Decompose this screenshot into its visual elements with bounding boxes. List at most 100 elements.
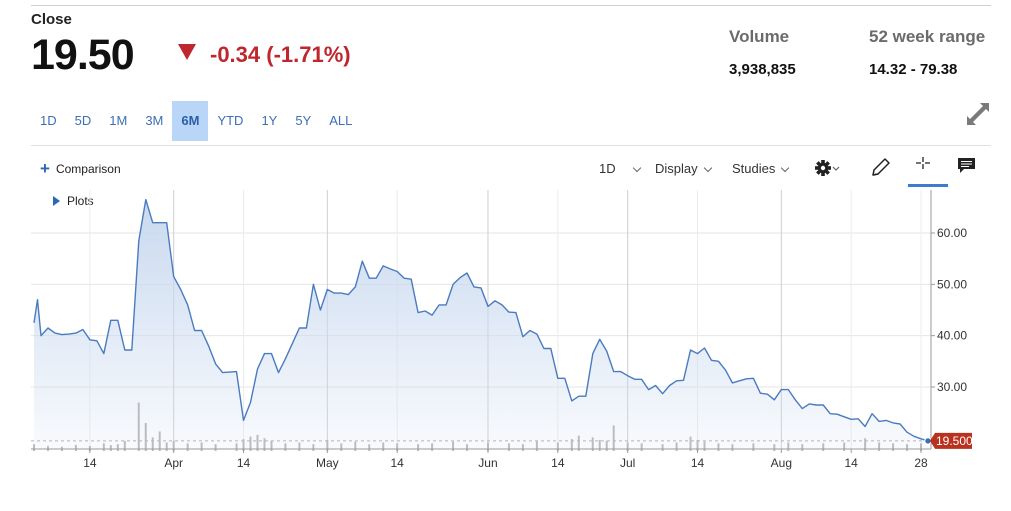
- volume-bar: [33, 444, 35, 451]
- volume-bar: [598, 439, 601, 451]
- volume-bar: [787, 442, 790, 451]
- gear-icon[interactable]: [812, 155, 840, 181]
- volume-bar: [696, 439, 699, 451]
- price-area: [34, 199, 928, 449]
- volume-bar: [431, 443, 434, 451]
- volume-bar: [661, 444, 664, 451]
- x-tick-label: Apr: [164, 456, 183, 470]
- caret-right-icon: [53, 196, 60, 206]
- comparison-label: Comparison: [55, 162, 121, 176]
- volume-bar: [507, 443, 510, 451]
- volume-bar: [256, 434, 259, 451]
- volume-bar: [102, 443, 105, 451]
- expand-icon[interactable]: [965, 101, 991, 127]
- volume-bar: [605, 440, 608, 451]
- toolbar-divider: [31, 145, 991, 146]
- close-label: Close: [31, 11, 72, 28]
- volume-bar: [382, 442, 385, 451]
- volume-bar: [249, 436, 252, 451]
- x-tick-label: Aug: [771, 456, 792, 470]
- plots-toggle[interactable]: Plots: [53, 194, 94, 208]
- last-price-tag: [930, 432, 972, 449]
- x-tick-label: 14: [844, 456, 858, 470]
- interval-dropdown[interactable]: 1D: [599, 161, 641, 176]
- volume-bar: [284, 443, 287, 451]
- price-line: [33, 198, 929, 442]
- range-ytd-button[interactable]: YTD: [217, 113, 244, 128]
- range-1y-button[interactable]: 1Y: [261, 113, 278, 128]
- price-change: -0.34 (-1.71%): [178, 42, 351, 68]
- range-1d-button[interactable]: 1D: [40, 113, 57, 128]
- volume-bar: [920, 443, 923, 451]
- chevron-down-icon: [781, 163, 790, 173]
- x-tick-label: 14: [83, 456, 97, 470]
- volume-bar: [466, 444, 469, 451]
- pencil-icon[interactable]: [868, 155, 894, 181]
- volume-bar: [640, 443, 643, 451]
- display-dropdown[interactable]: Display: [655, 161, 712, 176]
- volume-bar: [151, 437, 154, 451]
- volume-bar: [186, 443, 189, 451]
- range-1m-button[interactable]: 1M: [109, 113, 128, 128]
- y-tick-label: 50.00: [937, 277, 967, 291]
- comment-icon[interactable]: [956, 155, 982, 181]
- volume-bar: [591, 437, 594, 451]
- volume-bar: [74, 445, 77, 451]
- volume-bar: [214, 444, 217, 451]
- volume-value: 3,938,835: [729, 61, 796, 78]
- y-tick-label: 60.00: [937, 226, 967, 240]
- volume-bar: [892, 443, 895, 451]
- range-6m-button[interactable]: 6M: [172, 101, 209, 141]
- top-divider: [31, 5, 991, 6]
- volume-bar: [801, 444, 804, 451]
- x-tick-label: Jun: [478, 456, 497, 470]
- volume-bar: [326, 439, 329, 451]
- volume-bar: [556, 442, 559, 451]
- x-tick-label: 14: [237, 456, 251, 470]
- range-all-button[interactable]: ALL: [329, 113, 353, 128]
- volume-bar: [270, 440, 273, 451]
- volume-bar: [263, 438, 266, 451]
- price-chart[interactable]: 30.00 40.00 50.00 60.00 14 Apr 14 May 14 Jun 14 Jul…: [0, 186, 1011, 476]
- y-tick-label: 40.00: [937, 329, 967, 343]
- volume-bar: [200, 442, 203, 451]
- volume-stat: Volume 3,938,835: [729, 27, 796, 78]
- x-tick-label: 14: [551, 456, 565, 470]
- volume-bar: [752, 443, 755, 451]
- down-arrow-icon: [178, 44, 196, 60]
- volume-bar: [298, 442, 301, 451]
- crosshair-icon[interactable]: [915, 155, 941, 181]
- price-change-text: -0.34 (-1.71%): [210, 42, 351, 67]
- volume-bar: [843, 442, 846, 451]
- comparison-button[interactable]: + Comparison: [40, 160, 121, 177]
- range-3m-button[interactable]: 3M: [145, 113, 164, 128]
- 52-week-range-label: 52 week range: [869, 27, 986, 46]
- range-5d-button[interactable]: 5D: [74, 113, 92, 128]
- range-5y-button[interactable]: 5Y: [295, 113, 312, 128]
- interval-label: 1D: [599, 161, 616, 176]
- volume-bar: [822, 443, 825, 451]
- volume-bar: [165, 442, 168, 451]
- volume-bar: [703, 441, 706, 451]
- last-price-tag-label: 19.500: [936, 434, 973, 448]
- volume-bar: [242, 439, 245, 451]
- x-tick-label: 28: [914, 456, 928, 470]
- volume-bar: [535, 440, 538, 451]
- volume-bar: [717, 443, 720, 451]
- volume-bar: [354, 441, 357, 451]
- volume-bar: [123, 440, 126, 451]
- volume-label: Volume: [729, 27, 790, 46]
- 52-week-range-stat: 52 week range 14.32 - 79.38: [869, 27, 985, 78]
- y-tick-label: 30.00: [937, 380, 967, 394]
- plots-label: Plots: [67, 194, 94, 208]
- volume-bar: [452, 441, 455, 451]
- volume-bar: [396, 443, 399, 451]
- volume-bar: [675, 442, 678, 451]
- volume-bar: [109, 445, 112, 451]
- studies-dropdown[interactable]: Studies: [732, 161, 790, 176]
- volume-bar: [626, 442, 629, 451]
- x-tick-label: 14: [391, 456, 405, 470]
- volume-bar: [864, 438, 867, 451]
- volume-bar: [312, 444, 315, 451]
- x-tick-label: May: [316, 456, 339, 470]
